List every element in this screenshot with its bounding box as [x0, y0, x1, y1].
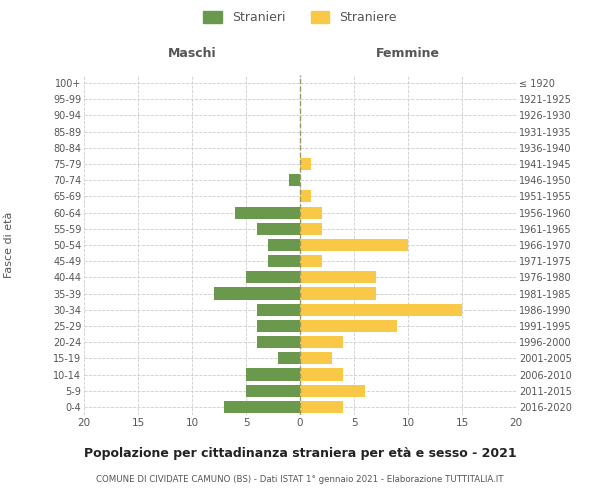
- Bar: [268, 239, 300, 251]
- Bar: [224, 401, 300, 413]
- Bar: [300, 368, 343, 380]
- Bar: [257, 320, 300, 332]
- Bar: [246, 272, 300, 283]
- Bar: [300, 158, 311, 170]
- Bar: [268, 255, 300, 268]
- Bar: [300, 222, 322, 235]
- Text: Popolazione per cittadinanza straniera per età e sesso - 2021: Popolazione per cittadinanza straniera p…: [83, 448, 517, 460]
- Bar: [235, 206, 300, 218]
- Bar: [257, 336, 300, 348]
- Bar: [246, 384, 300, 397]
- Bar: [300, 352, 332, 364]
- Bar: [300, 320, 397, 332]
- Bar: [300, 255, 322, 268]
- Bar: [300, 272, 376, 283]
- Text: Femmine: Femmine: [376, 47, 440, 60]
- Bar: [214, 288, 300, 300]
- Bar: [257, 304, 300, 316]
- Bar: [300, 190, 311, 202]
- Bar: [300, 336, 343, 348]
- Bar: [278, 352, 300, 364]
- Bar: [300, 288, 376, 300]
- Bar: [300, 206, 322, 218]
- Bar: [246, 368, 300, 380]
- Bar: [289, 174, 300, 186]
- Y-axis label: Fasce di età: Fasce di età: [4, 212, 14, 278]
- Legend: Stranieri, Straniere: Stranieri, Straniere: [198, 6, 402, 29]
- Bar: [300, 304, 462, 316]
- Text: COMUNE DI CIVIDATE CAMUNO (BS) - Dati ISTAT 1° gennaio 2021 - Elaborazione TUTTI: COMUNE DI CIVIDATE CAMUNO (BS) - Dati IS…: [96, 475, 504, 484]
- Bar: [300, 401, 343, 413]
- Text: Maschi: Maschi: [167, 47, 217, 60]
- Bar: [257, 222, 300, 235]
- Bar: [300, 239, 408, 251]
- Bar: [300, 384, 365, 397]
